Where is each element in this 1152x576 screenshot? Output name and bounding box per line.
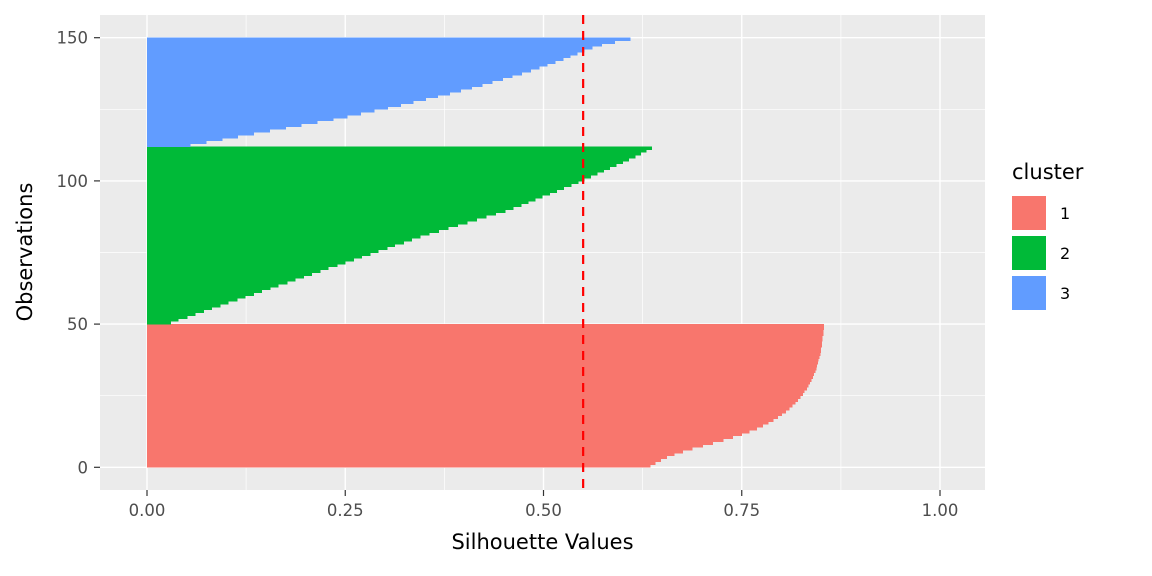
legend-item-cluster-3: 3 bbox=[1012, 276, 1083, 310]
legend-swatch-cluster-3 bbox=[1012, 276, 1046, 310]
legend-label-cluster-3: 3 bbox=[1060, 283, 1071, 303]
x-tick-label: 0.50 bbox=[525, 501, 562, 520]
x-tick-label: 1.00 bbox=[922, 501, 959, 520]
cluster-3-bars bbox=[147, 37, 631, 147]
y-tick-label: 50 bbox=[67, 315, 88, 334]
y-tick-label: 150 bbox=[57, 29, 89, 48]
y-tick-label: 100 bbox=[57, 172, 89, 191]
legend: cluster 1 2 3 bbox=[1012, 160, 1083, 316]
legend-item-cluster-1: 1 bbox=[1012, 196, 1083, 230]
legend-label-cluster-2: 2 bbox=[1060, 243, 1071, 263]
cluster-2-bars bbox=[147, 146, 653, 325]
legend-swatch-cluster-2 bbox=[1012, 236, 1046, 270]
cluster-1-bars bbox=[147, 324, 825, 468]
legend-label-cluster-1: 1 bbox=[1060, 203, 1071, 223]
y-tick-label: 0 bbox=[78, 458, 89, 477]
x-tick-label: 0.00 bbox=[129, 501, 166, 520]
y-axis-title: Observations bbox=[13, 182, 37, 322]
axis-tick-marks bbox=[94, 37, 941, 496]
axis-tick-labels: 0.00 0.25 0.50 0.75 1.00 0 50 100 150 bbox=[57, 29, 959, 520]
legend-item-cluster-2: 2 bbox=[1012, 236, 1083, 270]
x-tick-label: 0.25 bbox=[327, 501, 364, 520]
x-axis-title: Silhouette Values bbox=[451, 530, 634, 554]
legend-title: cluster bbox=[1012, 160, 1084, 184]
x-tick-label: 0.75 bbox=[723, 501, 760, 520]
legend-swatch-cluster-1 bbox=[1012, 196, 1046, 230]
